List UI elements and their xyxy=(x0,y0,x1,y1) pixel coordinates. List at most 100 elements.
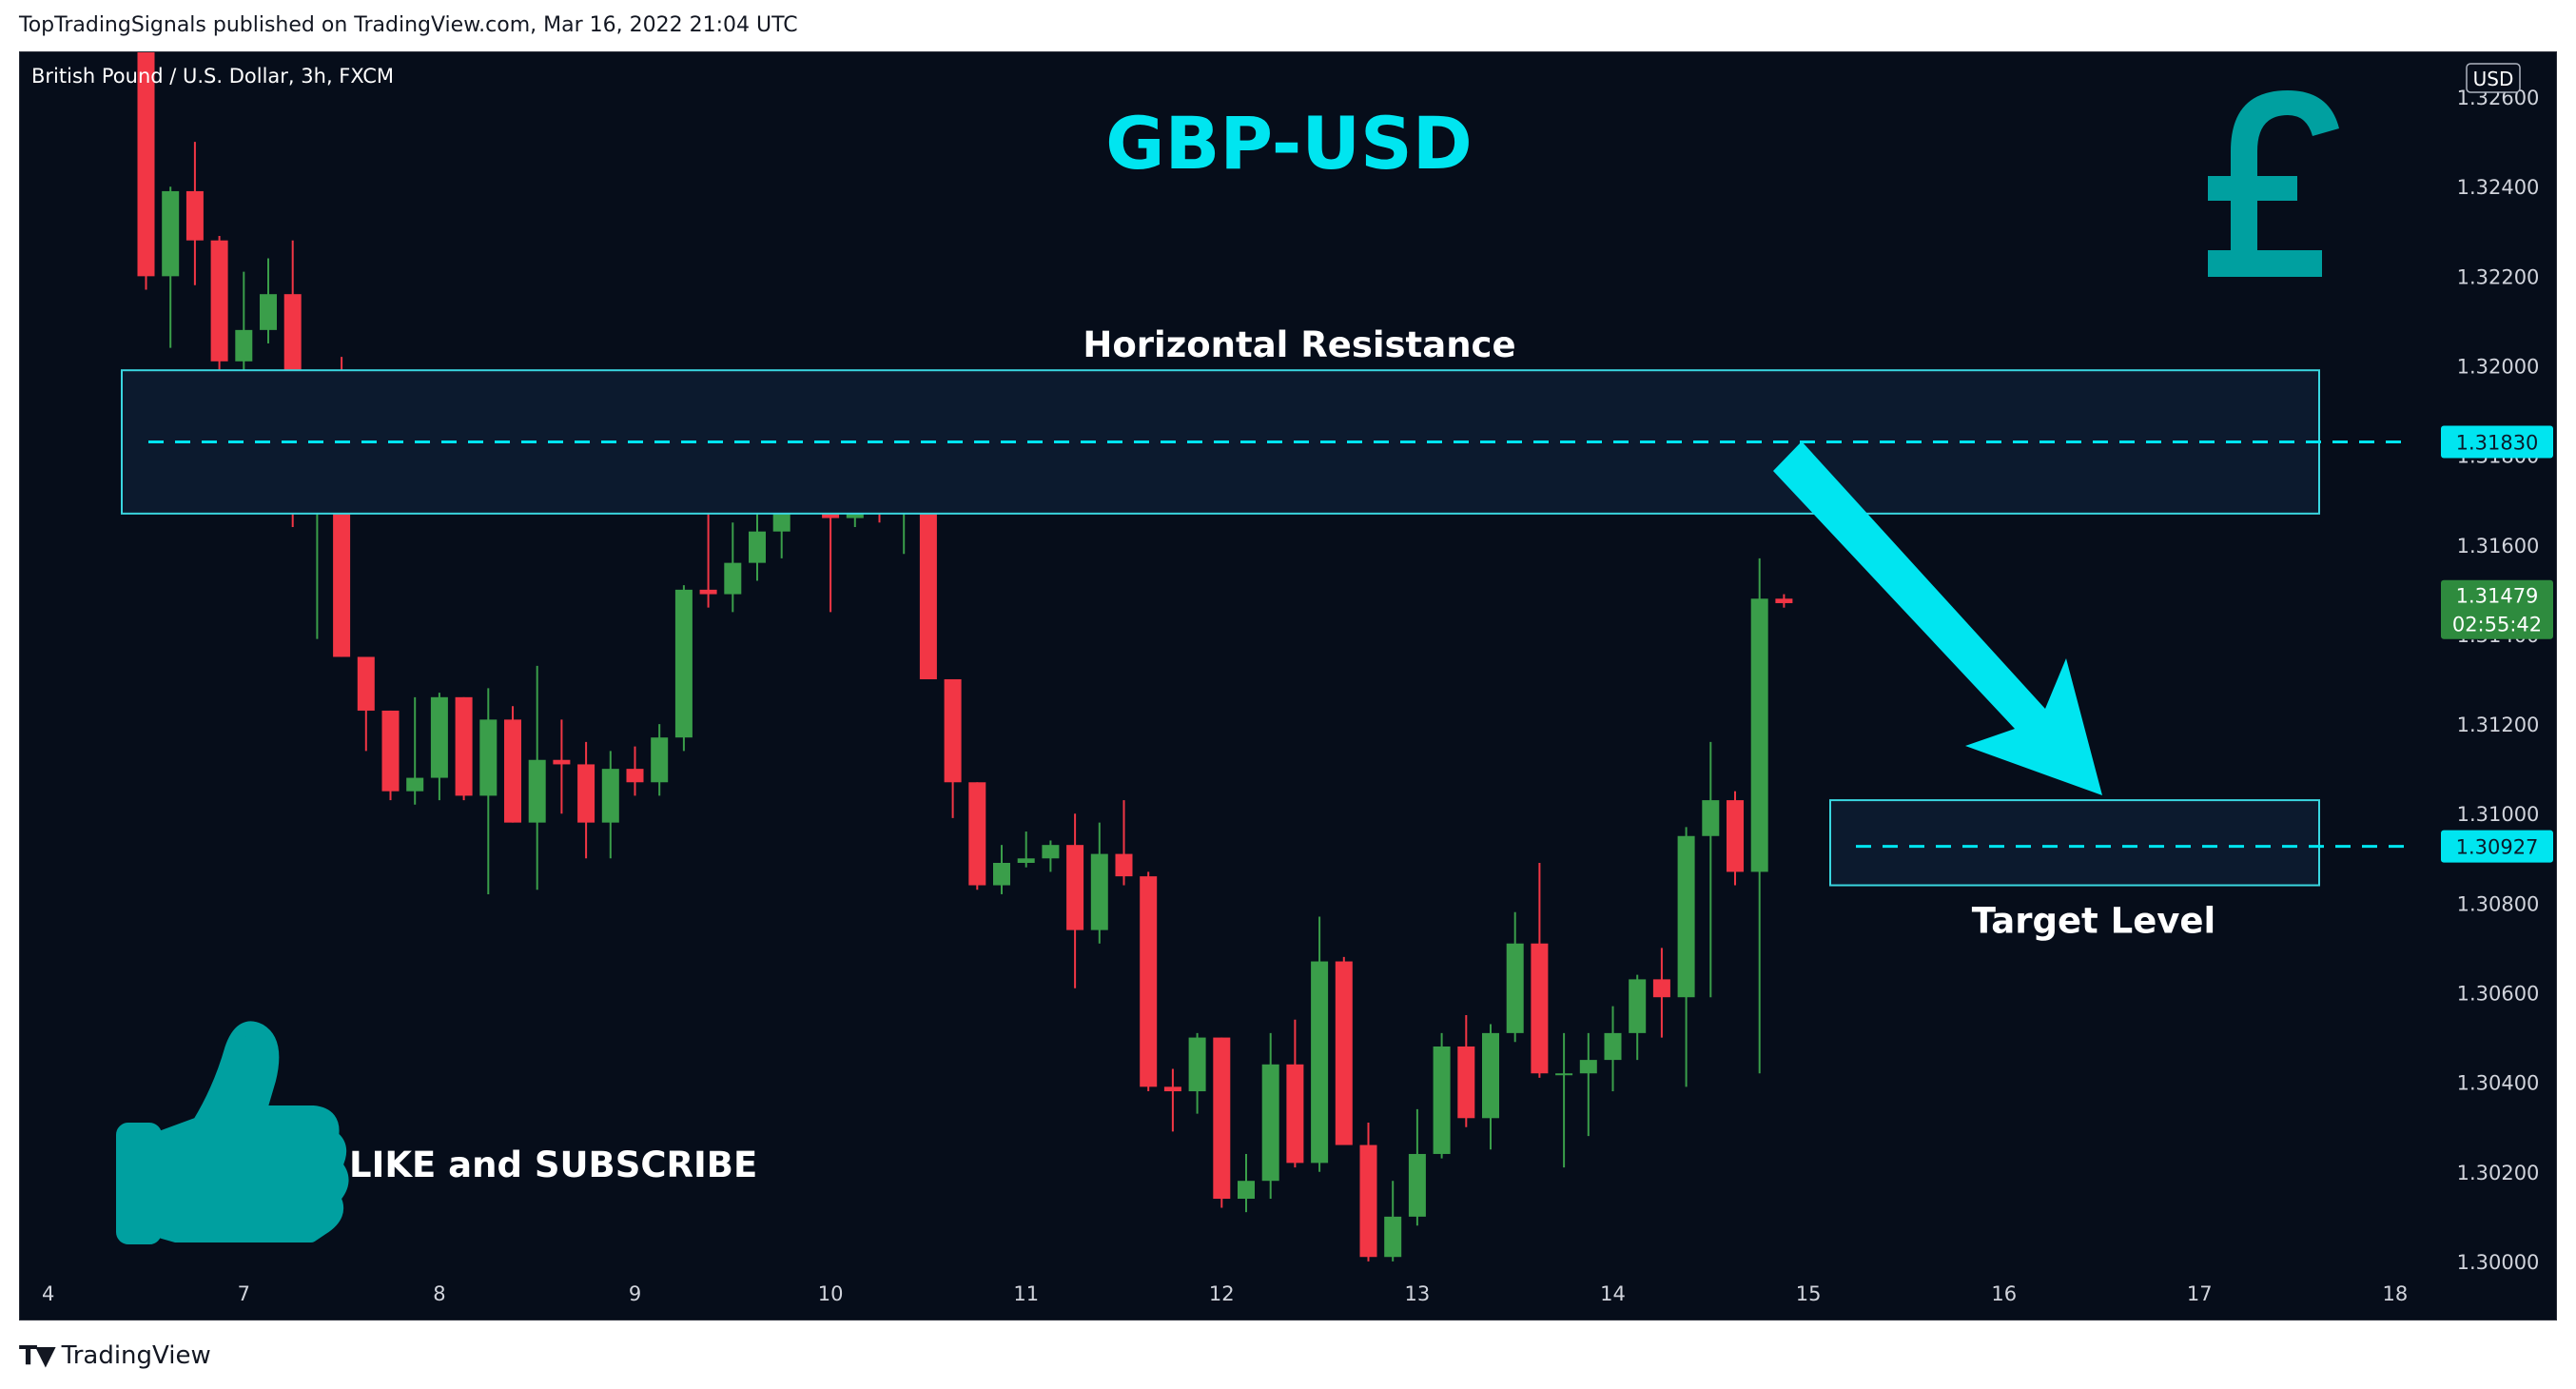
last-price-label: 1.31479 02:55:42 xyxy=(2441,579,2553,639)
candle xyxy=(1042,840,1060,872)
candle xyxy=(1238,1153,1255,1213)
candle xyxy=(1188,1032,1206,1114)
price-tick-label: 1.32400 xyxy=(2457,176,2540,199)
time-tick-label: 13 xyxy=(1405,1282,1431,1305)
symbol-line: British Pound / U.S. Dollar, 3h, FXCM xyxy=(31,65,394,88)
footer-brand: TradingView xyxy=(61,1340,211,1370)
candle xyxy=(1702,741,1720,998)
target-zone xyxy=(1829,799,2320,887)
candles-layer xyxy=(137,52,1793,1262)
candle-body xyxy=(1140,876,1158,1087)
candle xyxy=(651,724,669,796)
svg-text:1.31830: 1.31830 xyxy=(2456,432,2539,455)
price-tick-label: 1.30400 xyxy=(2457,1072,2540,1095)
chart-area[interactable]: Horizontal Resistance Target Level GBP-U… xyxy=(19,51,2557,1321)
price-tick-label: 1.30200 xyxy=(2457,1162,2540,1184)
candle xyxy=(1506,911,1524,1043)
time-axis[interactable]: 47891011121314151617182122 xyxy=(42,1282,2557,1305)
candle-body xyxy=(1163,1086,1181,1092)
candle xyxy=(626,746,644,796)
candle-body xyxy=(235,329,253,362)
candle xyxy=(1727,791,1744,886)
candlestick-chart[interactable]: Horizontal Resistance Target Level GBP-U… xyxy=(20,52,2557,1321)
candle xyxy=(430,693,448,801)
tradingview-logo-icon: T▼ xyxy=(19,1340,56,1371)
price-tick-label: 1.31600 xyxy=(2457,535,2540,558)
candle-body xyxy=(1604,1032,1622,1061)
candle xyxy=(1017,831,1035,868)
candle-body xyxy=(1090,853,1108,930)
candle-body xyxy=(1384,1216,1402,1258)
candle-body xyxy=(381,710,400,792)
candle-body xyxy=(1311,961,1329,1164)
candle-body xyxy=(993,862,1010,886)
candle-body xyxy=(185,190,204,241)
candle xyxy=(1408,1108,1426,1226)
candle xyxy=(504,706,521,823)
candle-body xyxy=(357,656,375,711)
candle-body xyxy=(1042,845,1060,859)
candle-body xyxy=(1359,1144,1377,1258)
candle xyxy=(406,696,424,805)
candle xyxy=(1115,800,1133,886)
price-axis[interactable]: 1.326001.324001.322001.320001.318001.316… xyxy=(2457,87,2540,1274)
candle-body xyxy=(601,769,619,823)
target-price-label: 1.30927 xyxy=(2441,830,2553,863)
candle xyxy=(1482,1024,1499,1150)
candle xyxy=(357,656,375,752)
candle-body xyxy=(968,782,986,886)
time-tick-label: 15 xyxy=(1796,1282,1822,1305)
candle xyxy=(1066,813,1084,988)
candle-body xyxy=(479,719,498,796)
candle-body xyxy=(1115,853,1133,877)
candle-body xyxy=(724,562,742,595)
currency-badge[interactable] xyxy=(2466,63,2521,93)
resistance-label: Horizontal Resistance xyxy=(1083,324,1515,365)
candle xyxy=(1629,974,1647,1061)
candle xyxy=(1555,1032,1573,1168)
candle-body xyxy=(1727,800,1744,872)
candle-body xyxy=(1506,943,1524,1033)
time-tick-label: 9 xyxy=(629,1282,641,1305)
candle xyxy=(162,186,180,348)
time-tick-label: 16 xyxy=(1991,1282,2017,1305)
candle-body xyxy=(137,52,155,277)
candle xyxy=(1457,1015,1475,1127)
candle xyxy=(1384,1181,1402,1262)
candle-body xyxy=(430,696,448,778)
time-tick-label: 7 xyxy=(238,1282,250,1305)
candle xyxy=(1677,827,1695,1087)
candle-body xyxy=(1677,835,1695,998)
svg-text:1.30927: 1.30927 xyxy=(2456,836,2539,859)
candle-body xyxy=(749,531,766,563)
candle xyxy=(993,845,1010,894)
candle xyxy=(553,719,571,814)
candle-body xyxy=(1457,1046,1475,1119)
pound-sign-icon xyxy=(2208,90,2339,277)
candle-body xyxy=(260,294,277,330)
price-tick-label: 1.31000 xyxy=(2457,803,2540,826)
candle xyxy=(1652,948,1670,1038)
candle xyxy=(1261,1032,1279,1200)
candle-body xyxy=(1482,1032,1499,1119)
candle-body xyxy=(1652,979,1670,998)
candle xyxy=(528,665,546,890)
candle xyxy=(1335,956,1353,1145)
price-tick-label: 1.30800 xyxy=(2457,892,2540,915)
candle xyxy=(479,688,498,894)
candle xyxy=(1140,871,1158,1092)
candle-body xyxy=(577,764,595,823)
candle-body xyxy=(1017,858,1035,863)
price-tick-label: 1.30000 xyxy=(2457,1251,2540,1274)
time-tick-label: 4 xyxy=(42,1282,54,1305)
publisher-line: TopTradingSignals published on TradingVi… xyxy=(19,13,798,37)
tradingview-footer[interactable]: T▼ TradingView xyxy=(19,1340,211,1371)
candle-body xyxy=(210,240,228,362)
candle xyxy=(601,751,619,859)
candle xyxy=(185,142,204,285)
down-arrow-icon xyxy=(1773,441,2102,795)
candle-body xyxy=(1702,800,1720,836)
candle-body xyxy=(944,679,962,783)
candle xyxy=(674,585,693,752)
candle xyxy=(1286,1019,1304,1168)
